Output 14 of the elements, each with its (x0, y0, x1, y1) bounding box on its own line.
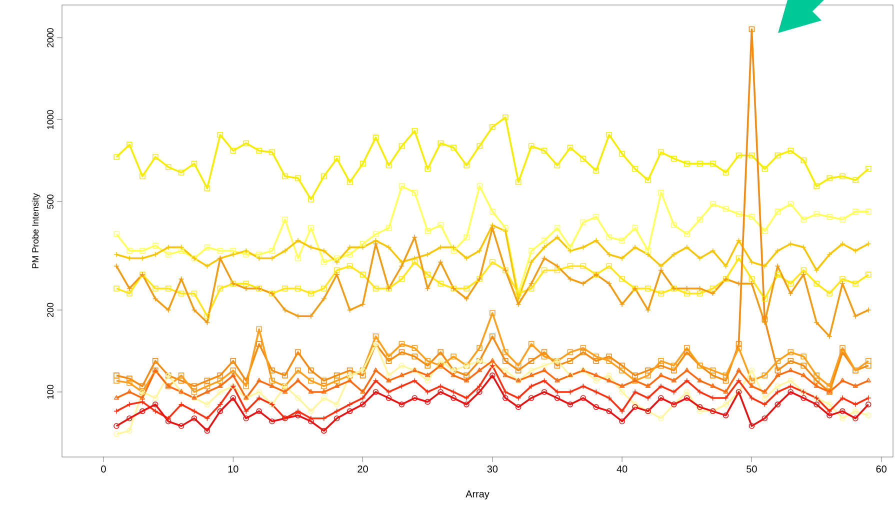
y-axis-title: PM Probe Intensity (32, 193, 40, 268)
x-tick-label: 50 (746, 466, 757, 473)
x-axis-title: Array (466, 490, 490, 500)
x-tick-label: 30 (487, 466, 498, 473)
x-tick-label: 0 (101, 466, 106, 473)
y-tick-label: 2000 (47, 28, 54, 48)
y-tick-label: 200 (47, 302, 54, 318)
x-tick-label: 20 (358, 466, 368, 473)
x-tick-label: 60 (876, 466, 886, 473)
y-tick-label: 500 (47, 194, 54, 209)
x-tick-label: 10 (228, 466, 238, 473)
y-tick-label: 100 (47, 384, 54, 399)
y-tick-label: 1000 (47, 110, 54, 130)
x-tick-label: 40 (616, 466, 628, 473)
